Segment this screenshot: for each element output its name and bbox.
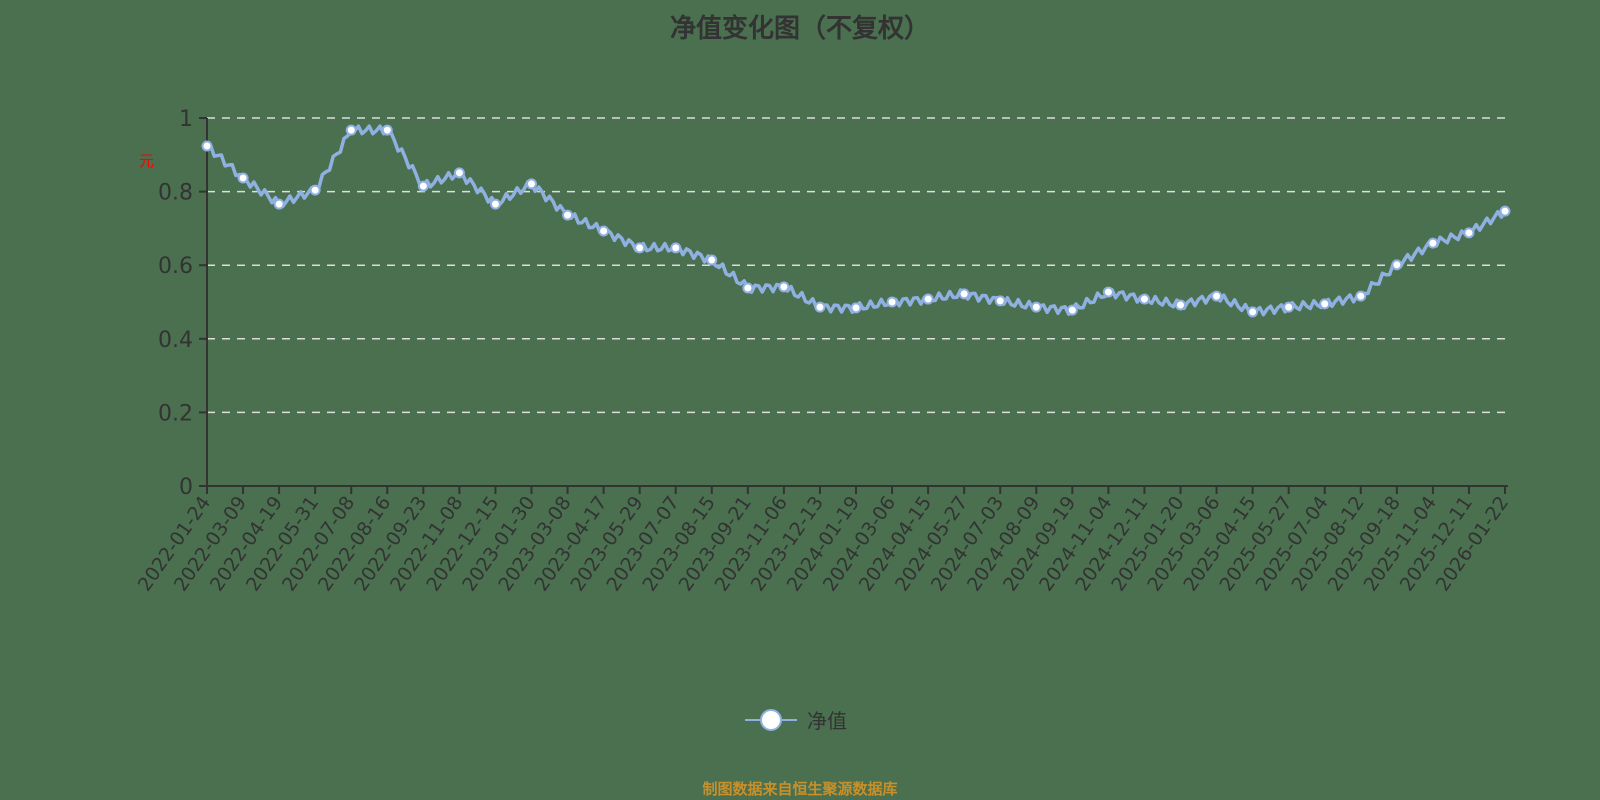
data-point-marker[interactable]: [381, 124, 393, 136]
data-point-marker[interactable]: [489, 198, 501, 210]
data-point-marker[interactable]: [1355, 290, 1367, 302]
series-net-value: [201, 124, 1511, 318]
grid-lines: [207, 117, 1505, 414]
data-point-marker[interactable]: [850, 302, 862, 314]
data-point-marker[interactable]: [1427, 237, 1439, 249]
y-tick-label: 1: [179, 107, 193, 132]
data-point-marker[interactable]: [1283, 301, 1295, 313]
data-point-marker[interactable]: [309, 184, 321, 196]
y-tick-label: 0.6: [158, 254, 193, 279]
data-point-marker[interactable]: [562, 209, 574, 221]
chart-title: 净值变化图（不复权）: [669, 14, 930, 44]
legend-line-marker-icon: [745, 708, 797, 731]
y-tick-label: 0: [179, 475, 193, 500]
data-point-marker[interactable]: [706, 254, 718, 266]
data-point-marker[interactable]: [453, 167, 465, 179]
data-point-marker[interactable]: [1499, 205, 1511, 217]
legend-item-net-value[interactable]: 净值: [745, 705, 847, 734]
y-tick-label: 0.8: [158, 181, 193, 206]
data-point-marker[interactable]: [886, 296, 898, 308]
data-point-marker[interactable]: [417, 180, 429, 192]
data-point-marker[interactable]: [742, 282, 754, 294]
x-axis: 2022-01-242022-03-092022-04-192022-05-31…: [134, 485, 1513, 595]
y-tick-label: 0.2: [158, 401, 193, 426]
data-point-marker[interactable]: [1138, 293, 1150, 305]
data-point-marker[interactable]: [1391, 259, 1403, 271]
legend-label: 净值: [807, 709, 847, 733]
y-axis: 0 0.2 0.4 0.6 0.8 1: [158, 107, 208, 500]
data-point-marker[interactable]: [814, 301, 826, 313]
data-point-marker[interactable]: [778, 281, 790, 293]
y-axis-unit-label: 元: [139, 152, 155, 170]
data-point-marker[interactable]: [201, 140, 213, 152]
data-point-marker[interactable]: [1102, 286, 1114, 298]
data-point-marker[interactable]: [1463, 227, 1475, 239]
data-point-marker[interactable]: [958, 288, 970, 300]
data-source-note: 制图数据来自恒生聚源数据库: [702, 780, 898, 798]
data-point-marker[interactable]: [1319, 298, 1331, 310]
data-point-marker[interactable]: [598, 225, 610, 237]
data-point-marker[interactable]: [345, 124, 357, 136]
data-point-marker[interactable]: [922, 293, 934, 305]
data-point-marker[interactable]: [1211, 290, 1223, 302]
data-point-marker[interactable]: [1066, 304, 1078, 316]
data-point-marker[interactable]: [526, 178, 537, 190]
data-point-marker[interactable]: [670, 242, 682, 254]
data-point-marker[interactable]: [1175, 299, 1186, 311]
data-point-marker[interactable]: [634, 242, 646, 254]
y-tick-label: 0.4: [158, 328, 193, 353]
net-value-line: [206, 124, 1507, 317]
data-point-marker[interactable]: [237, 172, 249, 184]
data-point-marker[interactable]: [994, 295, 1006, 307]
data-point-marker[interactable]: [1247, 306, 1259, 318]
data-point-marker[interactable]: [273, 198, 285, 210]
data-point-marker[interactable]: [1030, 301, 1042, 313]
